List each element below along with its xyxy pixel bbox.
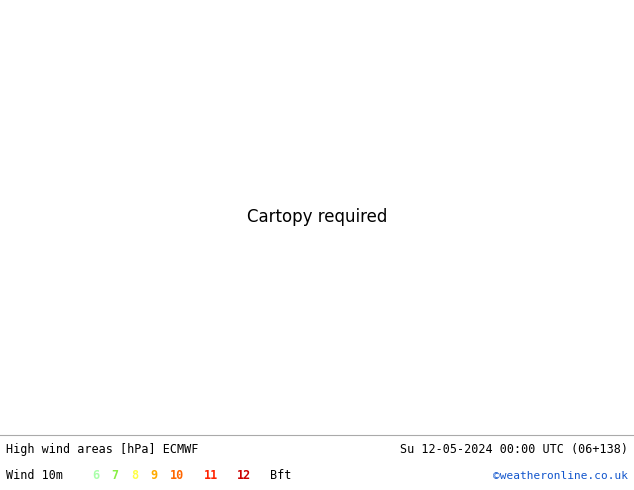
Text: Su 12-05-2024 00:00 UTC (06+138): Su 12-05-2024 00:00 UTC (06+138) bbox=[399, 443, 628, 456]
Text: 6: 6 bbox=[92, 469, 99, 483]
Text: ©weatheronline.co.uk: ©weatheronline.co.uk bbox=[493, 471, 628, 481]
Text: 12: 12 bbox=[237, 469, 251, 483]
Text: 11: 11 bbox=[204, 469, 217, 483]
Text: Wind 10m: Wind 10m bbox=[6, 469, 63, 483]
Text: 8: 8 bbox=[131, 469, 138, 483]
Text: 7: 7 bbox=[112, 469, 119, 483]
Text: Cartopy required: Cartopy required bbox=[247, 208, 387, 226]
Text: Bft: Bft bbox=[271, 469, 292, 483]
Text: 9: 9 bbox=[150, 469, 158, 483]
Text: 10: 10 bbox=[170, 469, 184, 483]
Text: High wind areas [hPa] ECMWF: High wind areas [hPa] ECMWF bbox=[6, 443, 198, 456]
